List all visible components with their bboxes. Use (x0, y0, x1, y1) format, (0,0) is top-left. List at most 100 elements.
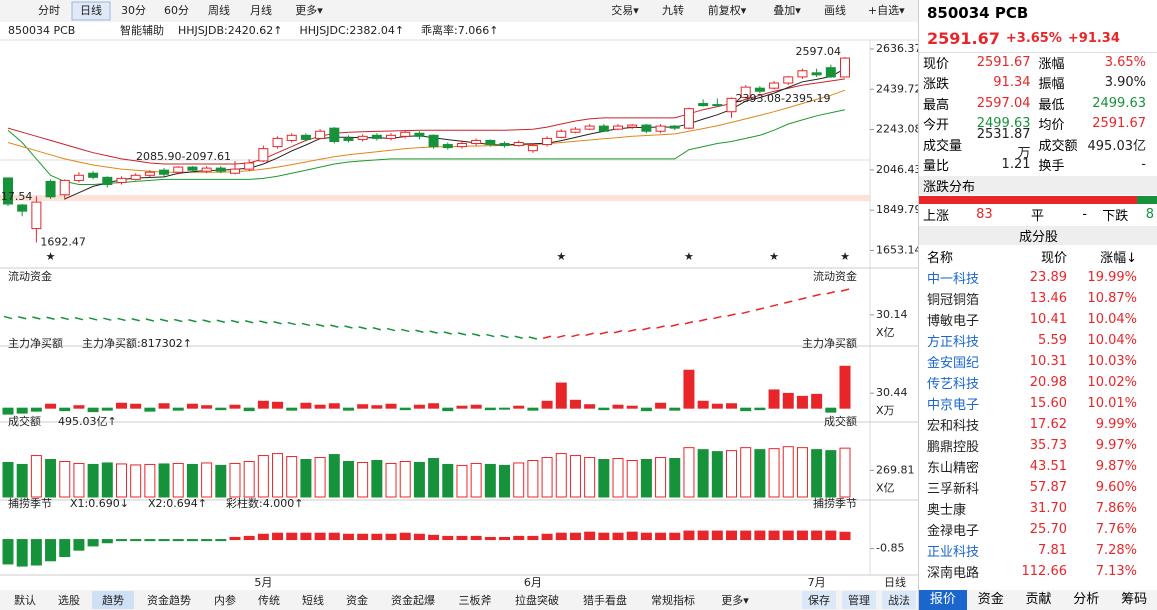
period-tab[interactable]: 日线 (80, 3, 102, 17)
stock-row[interactable]: 传艺科技 20.98 10.02% (919, 372, 1157, 393)
stock-row[interactable]: 鹏鼎控股 35.73 9.97% (919, 435, 1157, 456)
panel-tab[interactable]: 筹码 (1121, 592, 1148, 607)
bottom-tab[interactable]: 三板斧 (459, 593, 492, 607)
stock-row[interactable]: 金禄电子 25.70 7.76% (919, 519, 1157, 540)
bar (385, 462, 397, 498)
bottom-tab[interactable]: 趋势 (102, 594, 124, 607)
bar (456, 535, 468, 541)
panel-tab[interactable]: 资金 (977, 592, 1004, 607)
panel-title-right: 成交额 (824, 414, 857, 428)
tool-button[interactable]: 画线 (824, 3, 846, 17)
flow-dash (457, 332, 467, 336)
tool-button[interactable]: 前复权▾ (708, 3, 747, 17)
bottom-tab[interactable]: 资金 (346, 593, 368, 607)
tool-button[interactable]: 交易▾ (611, 3, 639, 17)
column-header[interactable]: 涨幅↓ (1100, 250, 1137, 266)
flow-dash (287, 321, 296, 326)
bottom-tab[interactable]: 默认 (14, 594, 36, 607)
bar (598, 407, 610, 411)
stat-value: 495.03亿 (1087, 138, 1147, 154)
bar (484, 407, 496, 411)
bar (598, 459, 610, 498)
flow-dash (769, 303, 779, 308)
bar (115, 402, 127, 409)
bottom-tab[interactable]: 短线 (302, 593, 324, 607)
panel-tab[interactable]: 分析 (1073, 592, 1100, 607)
bar (428, 403, 440, 409)
period-tab[interactable]: 周线 (208, 3, 230, 17)
period-tab[interactable]: 月线 (250, 3, 272, 17)
bottom-tab[interactable]: 拉盘突破 (515, 593, 559, 607)
bar (59, 460, 71, 498)
panel-tab[interactable]: 贡献 (1025, 592, 1052, 607)
stock-row[interactable]: 中一科技 23.89 19.99% (919, 267, 1157, 288)
candle-body (655, 125, 666, 132)
bar (286, 532, 298, 541)
bar (73, 539, 85, 551)
candle-body (471, 139, 482, 145)
bottom-tab[interactable]: 常规指标 (651, 593, 695, 607)
bar (342, 533, 354, 541)
tool-button[interactable]: 九转 (662, 3, 684, 17)
period-tab[interactable]: 30分 (121, 4, 146, 17)
stat-label: 最高 (923, 97, 950, 113)
bottom-tab[interactable]: 猎手看盘 (583, 593, 627, 607)
bar (16, 407, 28, 414)
period-tab[interactable]: 60分 (164, 4, 189, 17)
bottom-tab[interactable]: 传统 (258, 594, 280, 607)
indicator: HHJSJDB:2420.62↑ (178, 24, 282, 37)
flow-dash (259, 320, 268, 324)
candle-body (740, 86, 751, 98)
stock-row[interactable]: 三孚新科 57.87 9.60% (919, 477, 1157, 498)
stock-row[interactable]: 博敏电子 10.41 10.04% (919, 309, 1157, 330)
stock-row[interactable]: 奥士康 31.70 7.86% (919, 498, 1157, 519)
stock-row[interactable]: 东山精密 43.51 9.87% (919, 456, 1157, 477)
stock-pct: 7.86% (1095, 501, 1137, 516)
bottom-tab[interactable]: 资金起爆 (391, 593, 435, 607)
period-tab[interactable]: 更多▾ (295, 3, 323, 17)
bottom-tab[interactable]: 选股 (58, 594, 80, 607)
stock-row[interactable]: 铜冠铜箔 13.46 10.87% (919, 288, 1157, 309)
bottom-tab[interactable]: 更多▾ (721, 593, 749, 607)
assist[interactable]: 智能辅助 (120, 23, 164, 37)
stock-price: 23.89 (1029, 270, 1067, 285)
indicator: 乖离率:7.066↑ (421, 23, 498, 37)
dist-title: 涨跌分布 (919, 176, 1157, 195)
stock-row[interactable]: 正业科技 7.81 7.28% (919, 540, 1157, 561)
bar (272, 401, 284, 409)
tool-button[interactable]: 叠加▾ (773, 4, 801, 17)
stock-row[interactable]: 中京电子 15.60 10.01% (919, 393, 1157, 414)
panel-title: 捕捞季节 (8, 496, 52, 510)
stock-row[interactable]: 宏和科技 17.62 9.99% (919, 414, 1157, 435)
stat-label: 量比 (923, 159, 950, 174)
stock-price: 43.51 (1029, 459, 1067, 474)
bottom-tab[interactable]: 资金趋势 (147, 593, 191, 607)
bar (456, 405, 468, 409)
stock-row[interactable]: 金安国纪 10.31 10.03% (919, 351, 1157, 372)
candle-body (613, 125, 624, 130)
bottom-tab[interactable]: 内参 (214, 593, 236, 607)
bar (555, 453, 567, 498)
action-button[interactable]: 保存 (808, 593, 830, 607)
stock-row[interactable]: 深南电路 112.66 7.13% (919, 561, 1157, 582)
stock-name: 方正科技 (927, 335, 980, 350)
bar (172, 539, 184, 542)
tool-button[interactable]: +自选▾ (868, 4, 905, 17)
stock-row[interactable]: 方正科技 5.59 10.04% (919, 330, 1157, 351)
period-tab[interactable]: 分时 (38, 4, 60, 17)
panel-tab[interactable]: 报价 (919, 590, 967, 610)
down-bar (1136, 196, 1157, 204)
stat-value: 2597.04 (976, 95, 1031, 111)
flow-dash (117, 317, 126, 322)
candle-body (513, 141, 524, 147)
action-button[interactable]: 管理 (848, 593, 870, 607)
signal-star: ★ (769, 250, 779, 263)
stat-label: 今开 (923, 118, 950, 133)
candle-body (499, 143, 510, 147)
panel-indicator: 彩柱数:4.000↑ (226, 496, 303, 510)
bar (584, 531, 596, 541)
action-button[interactable]: 战法 (888, 593, 910, 607)
bar (839, 447, 851, 498)
bar (598, 532, 610, 541)
flow-dash (60, 316, 69, 321)
